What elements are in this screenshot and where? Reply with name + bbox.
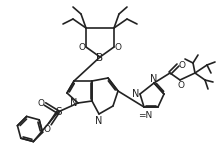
Text: O: O [178, 81, 184, 89]
Text: N: N [132, 89, 140, 99]
Text: O: O [78, 43, 85, 51]
Text: =N: =N [138, 111, 152, 119]
Text: B: B [96, 53, 104, 63]
Text: N: N [95, 116, 103, 126]
Text: O: O [178, 60, 185, 70]
Text: O: O [44, 125, 51, 133]
Text: S: S [56, 107, 62, 117]
Text: O: O [115, 43, 122, 51]
Text: N: N [150, 74, 158, 84]
Text: O: O [37, 100, 44, 108]
Text: N: N [70, 98, 78, 108]
